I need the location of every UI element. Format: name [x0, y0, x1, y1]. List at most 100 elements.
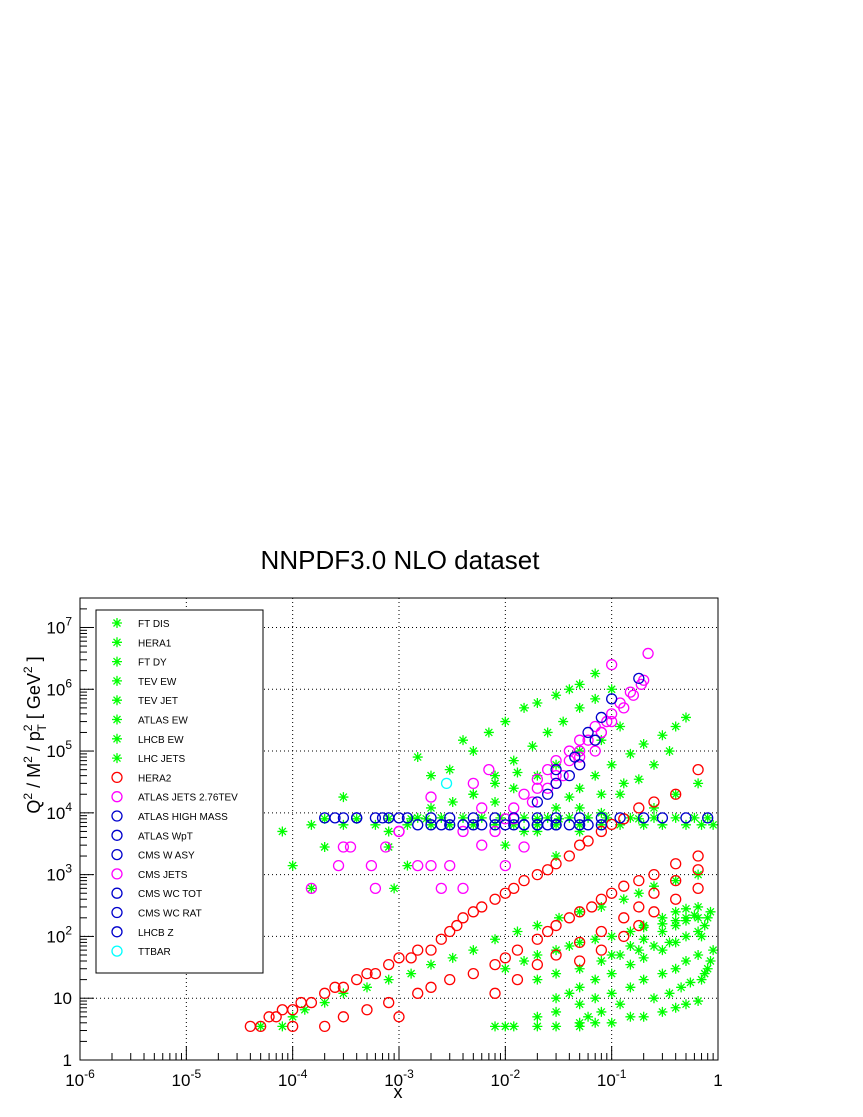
data-point	[648, 802, 659, 813]
data-point	[657, 945, 668, 956]
data-point	[412, 859, 424, 872]
data-point	[531, 782, 543, 794]
data-point	[615, 950, 626, 961]
legend-entry: CMS W ASY	[111, 848, 195, 862]
data-point	[692, 764, 704, 776]
data-point	[680, 712, 691, 723]
data-point	[582, 726, 594, 739]
data-point	[590, 974, 601, 985]
legend-entry: TTBAR	[111, 945, 171, 958]
data-point	[412, 944, 424, 956]
data-point	[606, 887, 618, 899]
data-point	[699, 968, 710, 979]
legend-marker	[112, 618, 122, 628]
data-point	[648, 906, 660, 918]
data-point	[287, 1011, 298, 1022]
data-point	[426, 802, 437, 813]
data-point	[383, 958, 395, 971]
data-point	[518, 788, 530, 800]
legend-entry: TEV EW	[112, 675, 177, 688]
data-point	[499, 952, 511, 964]
data-point	[557, 769, 569, 782]
legend-marker	[111, 848, 123, 861]
data-point	[589, 720, 601, 733]
data-point	[412, 819, 424, 831]
legend-entry: CMS JETS	[111, 868, 188, 881]
data-point	[383, 996, 395, 1009]
data-point	[574, 819, 585, 830]
data-point	[457, 882, 469, 894]
data-point	[615, 789, 626, 800]
data-point	[490, 819, 501, 830]
data-point	[551, 819, 562, 830]
data-point	[574, 1017, 585, 1028]
data-point	[596, 735, 607, 746]
data-point	[467, 906, 479, 918]
data-point	[574, 783, 585, 794]
data-point	[531, 958, 543, 971]
series-ft-dis	[490, 901, 719, 1032]
data-point	[574, 906, 585, 917]
data-point	[550, 769, 562, 782]
data-point	[550, 812, 562, 824]
data-point	[519, 812, 530, 823]
data-point	[244, 1020, 257, 1033]
data-point	[680, 931, 691, 942]
data-point	[596, 789, 607, 800]
legend-marker	[111, 926, 123, 938]
data-point	[550, 919, 562, 932]
data-point	[531, 819, 543, 831]
data-point	[406, 813, 417, 824]
data-point	[518, 819, 530, 831]
data-point	[412, 987, 424, 999]
data-point	[606, 988, 617, 999]
data-point	[412, 812, 423, 823]
data-point	[468, 819, 479, 830]
data-point	[490, 934, 501, 945]
legend-label: TTBAR	[138, 947, 171, 958]
data-point	[586, 901, 598, 913]
data-point	[633, 888, 644, 899]
data-point	[337, 1011, 350, 1023]
data-point	[541, 764, 554, 776]
data-point	[511, 973, 524, 986]
data-point	[369, 812, 382, 824]
x-tick-label: 10-1	[597, 1067, 627, 1090]
data-point	[476, 819, 488, 831]
data-point	[596, 956, 607, 967]
data-point	[606, 715, 618, 728]
data-point	[638, 819, 649, 830]
data-point	[380, 841, 392, 853]
data-point	[693, 926, 704, 937]
data-point	[625, 982, 636, 993]
data-point	[670, 875, 681, 886]
data-point	[569, 751, 581, 763]
data-point	[606, 950, 617, 961]
y-tick-label: 106	[46, 676, 72, 699]
legend-marker	[112, 733, 122, 744]
data-point	[447, 952, 458, 963]
data-point	[670, 858, 682, 870]
data-point	[633, 945, 644, 956]
data-point	[435, 819, 447, 831]
data-point	[693, 996, 704, 1007]
data-point	[606, 684, 617, 695]
data-point	[680, 812, 692, 824]
data-point	[574, 906, 586, 918]
data-point	[589, 745, 601, 757]
data-point	[590, 1017, 601, 1028]
data-point	[696, 974, 707, 985]
data-point	[306, 819, 317, 830]
data-point	[705, 956, 716, 967]
data-point	[425, 791, 437, 803]
data-point	[412, 752, 423, 763]
data-point	[468, 945, 479, 956]
data-point	[467, 812, 479, 824]
data-point	[692, 850, 704, 862]
data-point	[277, 1021, 288, 1032]
data-point	[511, 944, 524, 956]
data-point	[670, 906, 681, 917]
data-point	[606, 693, 618, 705]
data-point	[393, 1011, 405, 1023]
y-tick-label: 102	[46, 923, 72, 946]
